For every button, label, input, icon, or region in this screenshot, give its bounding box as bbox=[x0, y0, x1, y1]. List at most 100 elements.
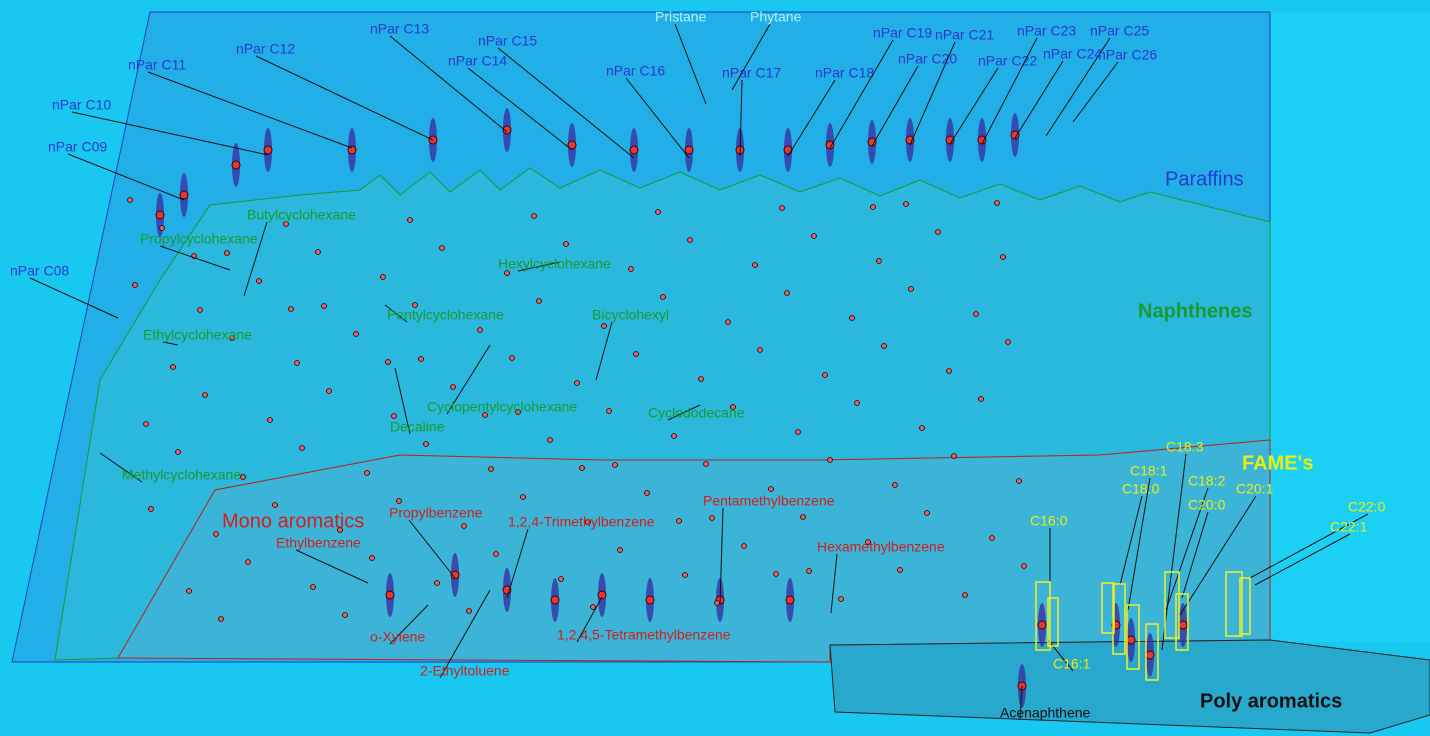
peak-dot bbox=[127, 197, 133, 203]
fame-box bbox=[1239, 577, 1251, 635]
compound-label: nPar C16 bbox=[606, 63, 665, 79]
leader-line bbox=[497, 47, 635, 159]
peak-dot bbox=[488, 466, 494, 472]
peak-dot bbox=[337, 527, 343, 533]
peak-dot bbox=[827, 457, 833, 463]
compound-label: 1,2,4-Trimethylbenzene bbox=[508, 514, 655, 530]
compound-label: nPar C10 bbox=[52, 97, 111, 113]
peak-dot bbox=[709, 515, 715, 521]
leader-line bbox=[1179, 495, 1257, 616]
compound-label: Cyclododecane bbox=[648, 405, 745, 421]
peak-dot bbox=[757, 347, 763, 353]
peak-dot bbox=[703, 461, 709, 467]
peak-dot bbox=[838, 596, 844, 602]
leader-line bbox=[384, 304, 408, 323]
compound-label: C18:1 bbox=[1130, 463, 1168, 479]
leader-line bbox=[731, 23, 771, 91]
leader-line bbox=[394, 367, 411, 435]
peak-dot bbox=[461, 523, 467, 529]
leader-line bbox=[159, 245, 231, 271]
peak-dot bbox=[660, 294, 666, 300]
peak-dot bbox=[218, 616, 224, 622]
peak-dot bbox=[684, 145, 694, 155]
peak-dot bbox=[407, 217, 413, 223]
peak-dot bbox=[671, 433, 677, 439]
leader-line bbox=[1181, 511, 1209, 599]
peak-dot bbox=[567, 140, 577, 150]
peak-dot bbox=[617, 547, 623, 553]
compound-label: 1,2,4,5-Tetramethylbenzene bbox=[557, 627, 731, 643]
leader-line bbox=[467, 67, 573, 151]
peak-dot bbox=[1016, 478, 1022, 484]
compound-label: nPar C19 bbox=[873, 25, 932, 41]
leader-line bbox=[1161, 453, 1187, 651]
leader-line bbox=[909, 41, 956, 146]
leader-line bbox=[1072, 61, 1119, 123]
peak-dot bbox=[288, 306, 294, 312]
peak-dot bbox=[504, 270, 510, 276]
leader-line bbox=[576, 596, 603, 643]
peak-dot bbox=[509, 355, 515, 361]
compound-label: nPar C08 bbox=[10, 263, 69, 279]
peak-dot bbox=[364, 470, 370, 476]
peak-dot bbox=[550, 595, 560, 605]
peak-dot bbox=[315, 249, 321, 255]
peak-dot bbox=[310, 584, 316, 590]
peak-dot bbox=[784, 290, 790, 296]
peak-dot bbox=[450, 384, 456, 390]
peak-dot bbox=[515, 409, 521, 415]
compound-label: nPar C26 bbox=[1098, 47, 1157, 63]
compound-label: nPar C20 bbox=[898, 51, 957, 67]
compound-label: Propylcyclohexane bbox=[140, 231, 258, 247]
compound-label: C18:3 bbox=[1166, 439, 1204, 455]
peak-dot bbox=[321, 303, 327, 309]
peak-dot bbox=[682, 572, 688, 578]
leader-line bbox=[1249, 513, 1369, 579]
poly-aromatics-region bbox=[829, 639, 1430, 734]
compound-label: Ethylbenzene bbox=[276, 535, 361, 551]
compound-label: o-Xylene bbox=[370, 629, 425, 645]
compound-label: Propylbenzene bbox=[389, 505, 483, 521]
leader-line bbox=[625, 77, 690, 159]
peak-dot bbox=[186, 588, 192, 594]
peak-dot bbox=[558, 576, 564, 582]
peak-dot bbox=[369, 555, 375, 561]
compound-label: Ethylcyclohexane bbox=[143, 327, 252, 343]
compound-label: Hexamethylbenzene bbox=[817, 539, 945, 555]
peak-dot bbox=[1021, 563, 1027, 569]
leader-line bbox=[67, 153, 185, 201]
leader-line bbox=[243, 221, 268, 297]
region-label: Paraffins bbox=[1165, 168, 1244, 190]
peak-dot bbox=[870, 204, 876, 210]
peak-dot bbox=[380, 274, 386, 280]
peak-dot bbox=[903, 201, 909, 207]
peak-dot bbox=[563, 241, 569, 247]
peak-dot bbox=[143, 421, 149, 427]
compound-label: Pristane bbox=[655, 9, 707, 25]
leader-line bbox=[1165, 487, 1209, 611]
leader-line bbox=[255, 55, 434, 141]
leader-line bbox=[389, 604, 429, 645]
compound-label: nPar C12 bbox=[236, 41, 295, 57]
peak-dot bbox=[800, 514, 806, 520]
peak-dot bbox=[263, 145, 273, 155]
compound-label: Bicyclohexyl bbox=[592, 307, 669, 323]
compound-label: nPar C14 bbox=[448, 53, 507, 69]
peak-dot bbox=[520, 494, 526, 500]
leader-line bbox=[719, 507, 724, 605]
peak-dot bbox=[347, 145, 357, 155]
compound-label: Cyclopentylcyclohexane bbox=[427, 399, 577, 415]
peak-dot bbox=[597, 590, 607, 600]
peak-dot bbox=[502, 125, 512, 135]
peak-dot bbox=[822, 372, 828, 378]
fame-box bbox=[1175, 593, 1189, 651]
compound-label: 2-Ethyltoluene bbox=[420, 663, 510, 679]
peak-dot bbox=[977, 135, 987, 145]
fame-box bbox=[1112, 583, 1126, 655]
peak-dot bbox=[439, 245, 445, 251]
fame-box bbox=[1126, 604, 1140, 670]
compound-label: nPar C23 bbox=[1017, 23, 1076, 39]
region-label: Poly aromatics bbox=[1200, 690, 1342, 712]
peak-dot bbox=[229, 335, 235, 341]
